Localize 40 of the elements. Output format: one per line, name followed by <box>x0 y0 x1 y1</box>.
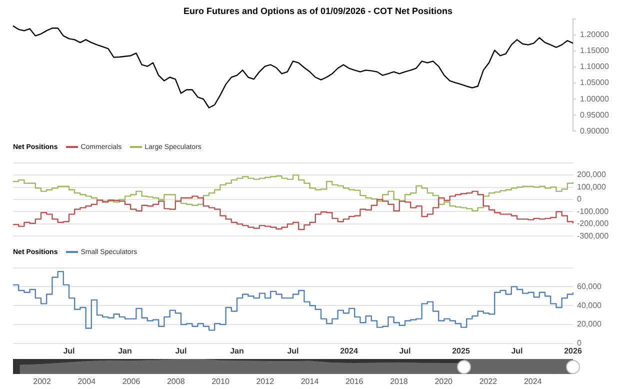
y-tick-label: 60,000 <box>577 282 602 291</box>
y-tick-label: 100,000 <box>577 182 606 192</box>
x-tick-label: 2010 <box>212 377 230 386</box>
y-tick-label: 0.95000 <box>580 110 610 120</box>
x-tick-label: 2026 <box>564 346 582 356</box>
x-tick-label: Jan <box>230 346 244 356</box>
x-tick-label: 2008 <box>166 377 186 386</box>
x-tick-label: 2024 <box>524 377 542 386</box>
x-tick-label: Jul <box>287 346 299 356</box>
x-tick-label: Jul <box>175 346 187 356</box>
x-tick-label: 2002 <box>33 377 52 386</box>
y-tick-label: 1.15000 <box>580 46 610 56</box>
y-tick-label: 1.20000 <box>580 30 610 40</box>
x-tick-label: 2004 <box>78 377 96 386</box>
y-tick-label: 1.05000 <box>580 78 610 88</box>
x-tick-label: 2020 <box>434 377 454 386</box>
y-tick-label: -200,000 <box>577 219 610 228</box>
y-tick-label: 20,000 <box>577 320 602 329</box>
chart-title: Euro Futures and Options as of 01/09/2026 - COT Net Positions <box>183 6 453 16</box>
y-tick-label: 40,000 <box>577 300 602 310</box>
x-tick-label: Jul <box>399 346 411 356</box>
x-tick-label: 2025 <box>452 346 470 356</box>
x-tick-label: Jul <box>511 346 523 356</box>
x-tick-label: 2022 <box>479 377 498 386</box>
x-tick-label: 2006 <box>122 377 141 386</box>
y-tick-label: -100,000 <box>577 206 610 216</box>
y-tick-label: 0 <box>577 194 582 204</box>
y-tick-label: -300,000 <box>577 231 610 240</box>
x-tick-label: 2014 <box>300 377 320 386</box>
y-tick-label: 0.90000 <box>580 126 610 136</box>
x-tick-label: Jan <box>118 346 132 356</box>
y-tick-label: 1.10000 <box>580 62 610 72</box>
x-tick-label: 2012 <box>256 377 275 386</box>
x-tick-label: 2018 <box>390 377 408 386</box>
y-tick-label: 200,000 <box>577 170 606 180</box>
y-tick-label: 1.00000 <box>580 94 610 104</box>
y-tick-label: 0 <box>577 338 582 348</box>
x-tick-label: 2024 <box>340 346 358 356</box>
x-tick-label: Jul <box>63 346 75 356</box>
x-tick-label: 2016 <box>345 377 364 386</box>
